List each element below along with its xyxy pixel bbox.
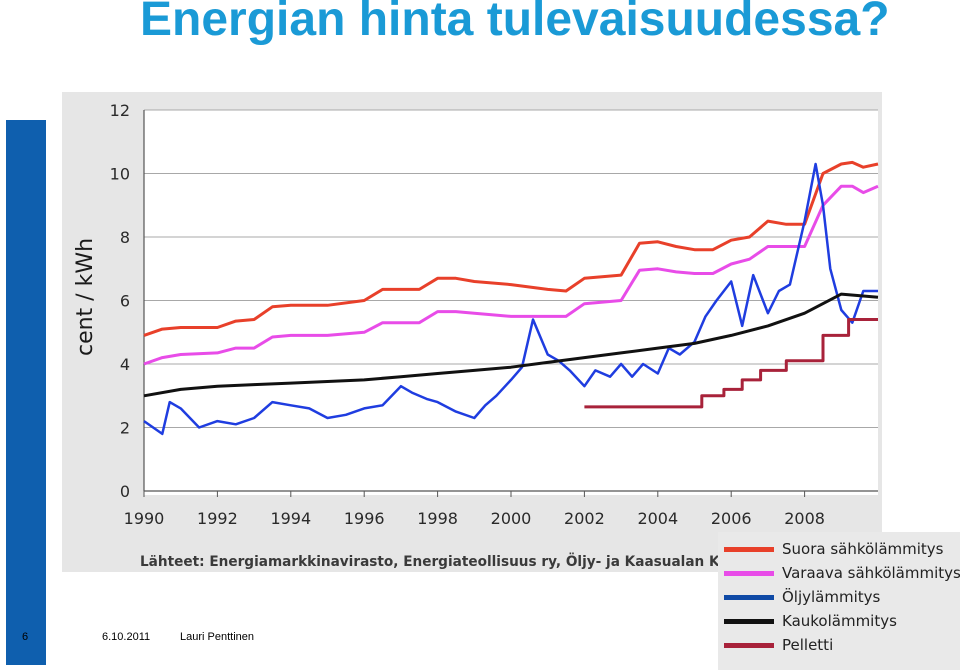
y-tick-label: 8 [120, 228, 130, 247]
series-line-4 [143, 292, 879, 398]
legend-label: Varaava sähkölämmitys [782, 564, 960, 582]
legend-label: Öljylämmitys [782, 588, 881, 606]
x-tick-label: 2004 [637, 509, 678, 528]
y-tick-label: 0 [120, 482, 130, 501]
y-tick-label: 2 [120, 419, 130, 438]
legend-swatch [724, 547, 774, 552]
side-accent-bar [6, 120, 46, 665]
y-tick-label: 6 [120, 292, 130, 311]
y-axis-label: cent / kWh [73, 238, 98, 356]
legend-item: Varaava sähkölämmitys [718, 562, 960, 585]
legend-item: Suora sähkölämmitys [718, 538, 960, 561]
x-tick-label: 1992 [197, 509, 238, 528]
plot-area [144, 110, 878, 495]
footer-date: 6.10.2011 [102, 631, 151, 643]
legend-label: Kaukolämmitys [782, 612, 897, 630]
price-chart: 0 2 4 6 8 10 12 1990 1992 1994 1996 1998 2000 2002 20… [62, 92, 882, 572]
legend-item: Öljylämmitys [718, 586, 960, 609]
legend: Suora sähkölämmitys Varaava sähkölämmitys… [718, 532, 960, 670]
y-tick-label: 12 [110, 101, 130, 120]
x-tick-labels: 1990 1992 1994 1996 1998 2000 2002 2004 2006 2008 [124, 491, 825, 528]
legend-item: Kaukolämmitys [718, 610, 960, 633]
slide-number: 6 [22, 631, 29, 643]
x-tick-label: 1994 [270, 509, 311, 528]
x-tick-label: 2002 [564, 509, 605, 528]
series-lines [143, 160, 879, 436]
x-tick-label: 1990 [124, 509, 165, 528]
source-note: Lähteet: Energiamarkkinavirasto, Energia… [140, 552, 800, 570]
legend-swatch [724, 643, 774, 648]
x-tick-label: 2006 [711, 509, 752, 528]
legend-label: Pelletti [782, 636, 834, 654]
x-tick-label: 1996 [344, 509, 385, 528]
y-tick-label: 10 [110, 165, 130, 184]
series-line-5 [584, 318, 878, 409]
legend-swatch [724, 571, 774, 576]
y-tick-label: 4 [120, 355, 130, 374]
footer-author: Lauri Penttinen [180, 631, 254, 643]
legend-item: Pelletti [718, 634, 960, 657]
x-tick-label: 2000 [491, 509, 532, 528]
legend-swatch [724, 595, 774, 600]
page-title: Energian hinta tulevaisuudessa? [140, 0, 890, 46]
gridlines [143, 109, 878, 492]
series-line-1 [143, 160, 879, 337]
legend-label: Suora sähkölämmitys [782, 540, 944, 558]
legend-swatch [724, 619, 774, 624]
series-line-2 [143, 184, 879, 366]
x-tick-label: 1998 [417, 509, 458, 528]
y-tick-labels: 0 2 4 6 8 10 12 [110, 101, 130, 501]
chart-svg: 0 2 4 6 8 10 12 1990 1992 1994 1996 1998 2000 2002 20… [62, 92, 882, 572]
x-tick-label: 2008 [784, 509, 825, 528]
